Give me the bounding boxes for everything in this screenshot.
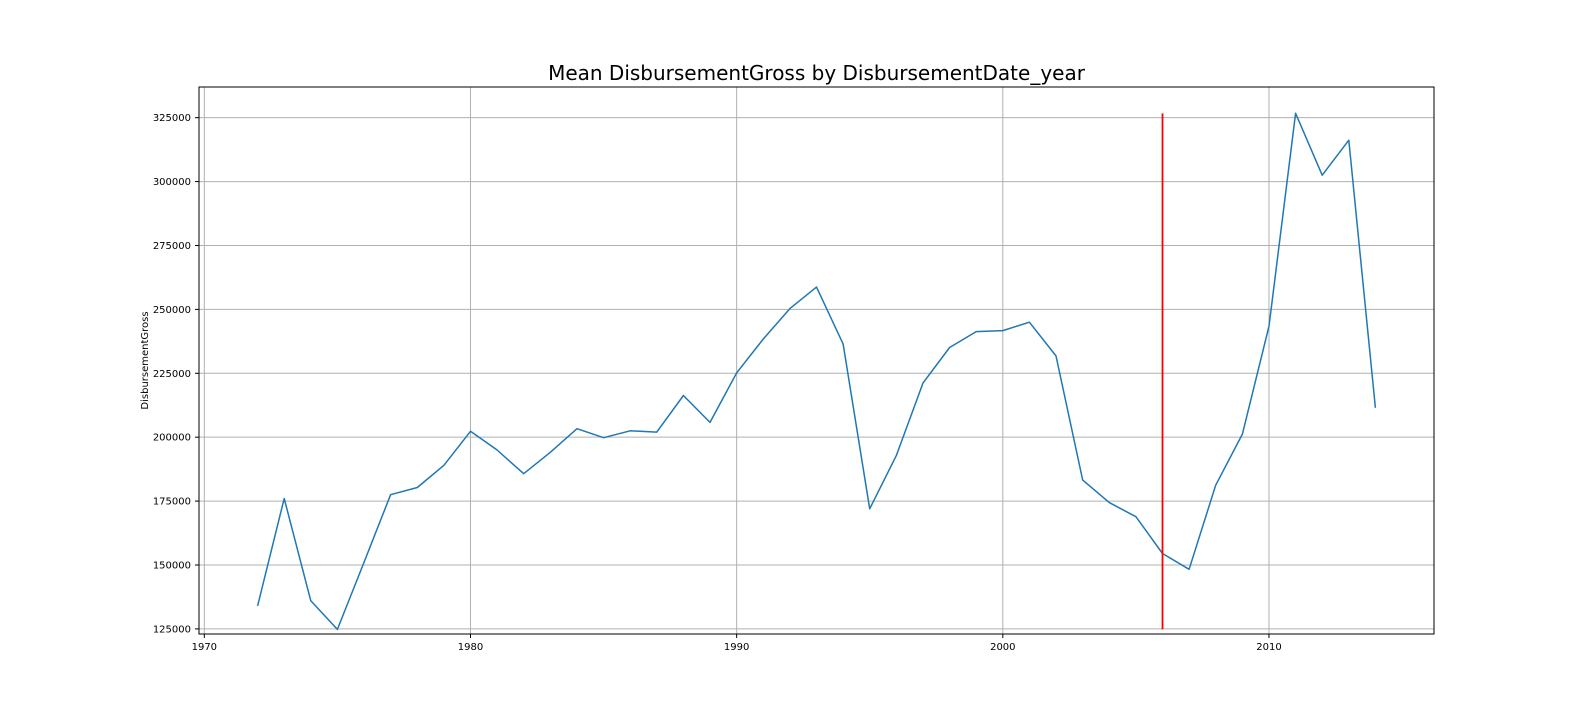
data-point xyxy=(683,395,685,397)
data-point xyxy=(869,508,871,510)
data-point xyxy=(922,382,924,384)
data-point xyxy=(842,343,844,345)
data-point xyxy=(975,331,977,333)
data-point xyxy=(523,473,525,475)
data-point xyxy=(283,498,285,500)
data-point xyxy=(416,487,418,489)
data-point xyxy=(1188,569,1190,571)
x-axis: 1970 1980 1990 2000 2010 xyxy=(192,634,1282,653)
data-point xyxy=(337,629,339,631)
data-point xyxy=(789,308,791,310)
data-point xyxy=(1108,502,1110,504)
data-point xyxy=(1295,113,1297,115)
data-point xyxy=(1055,355,1057,357)
data-point xyxy=(629,430,631,432)
data-point xyxy=(1215,484,1217,486)
y-tick-label: 300000 xyxy=(153,177,191,188)
x-tick-label: 1970 xyxy=(192,642,217,653)
data-point xyxy=(1348,139,1350,141)
y-tick-label: 200000 xyxy=(153,433,191,444)
data-point xyxy=(656,431,658,433)
y-tick-label: 175000 xyxy=(153,497,191,508)
grid xyxy=(199,87,1434,634)
y-tick-label: 225000 xyxy=(153,369,191,380)
data-point xyxy=(1002,330,1004,332)
data-point xyxy=(470,431,472,433)
y-tick-label: 325000 xyxy=(153,113,191,124)
data-point xyxy=(762,338,764,340)
data-point xyxy=(1029,321,1031,323)
data-point xyxy=(257,605,259,607)
x-tick-label: 1990 xyxy=(724,642,749,653)
y-tick-label: 275000 xyxy=(153,241,191,252)
data-point xyxy=(896,455,898,457)
data-point xyxy=(949,347,951,349)
data-point xyxy=(1242,433,1244,435)
data-point xyxy=(310,600,312,602)
y-tick-label: 250000 xyxy=(153,305,191,316)
y-tick-label: 150000 xyxy=(153,560,191,571)
data-point xyxy=(550,451,552,453)
data-point xyxy=(1321,174,1323,176)
y-axis: 125000 150000 175000 200000 225000 250000 2750… xyxy=(153,113,199,635)
x-tick-label: 2000 xyxy=(990,642,1015,653)
plot-frame xyxy=(198,86,1435,635)
x-tick-label: 2010 xyxy=(1256,642,1281,653)
data-point xyxy=(1268,325,1270,327)
series-line xyxy=(256,112,1377,631)
x-tick-label: 1980 xyxy=(458,642,483,653)
chart-title: Mean DisbursementGross by DisbursementDa… xyxy=(548,61,1086,85)
data-point xyxy=(390,494,392,496)
data-point xyxy=(603,437,605,439)
y-axis-label: DisbursementGross xyxy=(140,311,151,409)
data-point xyxy=(496,449,498,451)
data-point xyxy=(363,562,365,564)
data-point xyxy=(1082,479,1084,481)
y-tick-label: 125000 xyxy=(153,624,191,635)
data-point xyxy=(576,428,578,430)
data-point xyxy=(1135,516,1137,518)
data-point xyxy=(443,464,445,466)
data-point xyxy=(1375,407,1377,409)
series-layer xyxy=(256,112,1377,631)
data-point xyxy=(816,286,818,288)
data-point xyxy=(736,372,738,374)
data-point xyxy=(709,422,711,424)
